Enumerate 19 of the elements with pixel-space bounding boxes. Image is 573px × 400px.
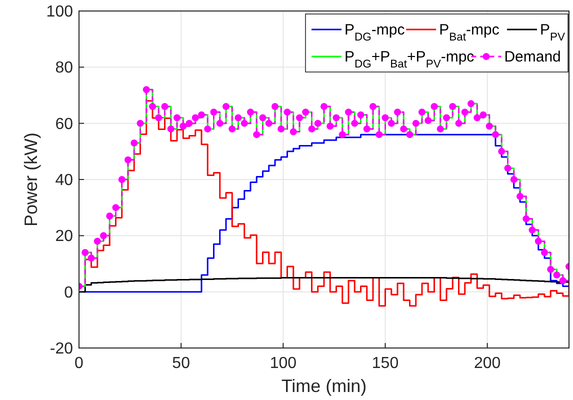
x-tick-label: 150 (372, 355, 399, 372)
x-tick-label: 200 (474, 355, 501, 372)
y-tick-label: 0 (64, 284, 74, 302)
legend-label: Demand (504, 48, 561, 66)
x-axis-title: Time (min) (281, 376, 367, 396)
y-tick-label: 80 (55, 60, 74, 77)
y-tick-label: -20 (50, 340, 74, 358)
y-tick-label: 60 (55, 116, 74, 133)
y-tick-label: 100 (46, 4, 74, 20)
legend-label: P$_{DG}$-mpc (344, 22, 406, 44)
legend-label: P$_{Bat}$-mpc (439, 22, 500, 44)
x-tick-label: 0 (74, 355, 84, 372)
x-tick-label: 50 (172, 355, 190, 372)
y-axis-title: Power (kW) (21, 132, 41, 226)
x-tick-label: 100 (270, 355, 297, 372)
y-tick-label: 40 (55, 172, 74, 189)
y-tick-label: 20 (55, 228, 74, 246)
legend-label: P$_{DG}$+P$_{Bat}$+P$_{PV}$-mpc (344, 48, 475, 70)
legend-label: P$_{PV}$ (540, 22, 566, 44)
